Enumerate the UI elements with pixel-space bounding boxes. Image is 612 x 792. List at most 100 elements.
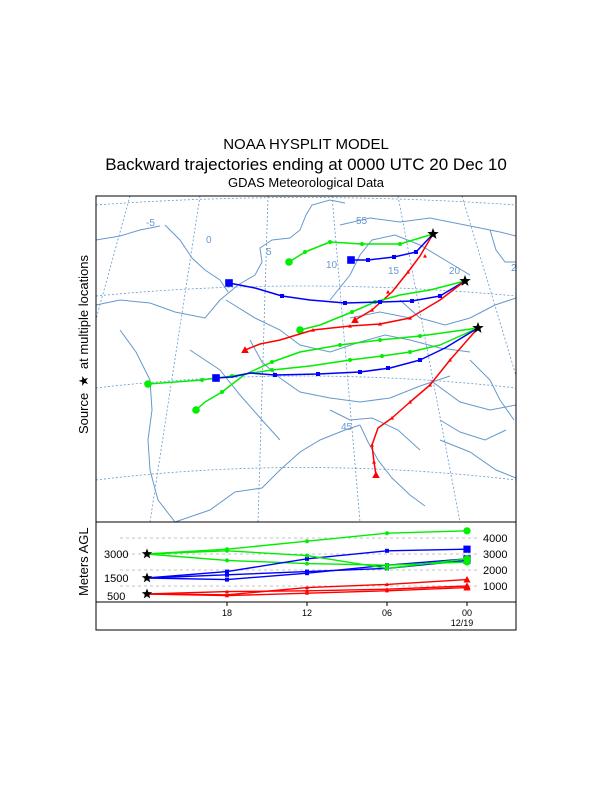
map-trajectory-origin-marker [372,471,380,479]
profile-series-marker [305,561,309,566]
profile-series-marker [305,591,309,595]
time-tick-label: 00 [462,608,472,618]
profile-ylabel: Meters AGL [76,527,91,596]
map-trajectory-marker [414,250,418,254]
map-trajectory [285,233,434,266]
profile-series-marker [385,548,389,553]
profile-series-end-marker [463,584,471,591]
profile-series-marker [305,556,309,561]
profile-series-marker [225,558,229,563]
map-trajectory-marker [343,301,347,305]
map-trajectory-origin-marker [296,326,304,334]
time-tick-label: 12 [302,608,312,618]
time-axis: 18 12 06 00 12/19 [222,602,473,628]
map-trajectory-line [215,327,479,379]
map-trajectory-marker [366,258,370,262]
lat-lon-grid [96,196,516,522]
map-trajectory [296,280,466,334]
profile-series [146,548,471,571]
model-title: NOAA HYSPLIT MODEL [223,136,389,153]
map-trajectory-marker [418,358,422,362]
map-trajectory-marker [408,350,412,354]
profile-series-marker [385,588,389,593]
map-trajectory-marker [386,290,390,294]
map-trajectory-marker [328,240,332,244]
date-label: 12/19 [451,618,474,628]
profile-lines [141,527,471,599]
map-trajectory-marker [338,343,342,347]
map-trajectory-line [299,280,466,331]
map-ylabel: Source ★ at multiple locations [76,254,91,434]
map-trajectory-origin-marker [212,374,220,382]
met-data-label: GDAS Meteorological Data [227,175,385,190]
map-trajectory [351,233,434,324]
trajectory-lines [144,228,484,479]
map-trajectory [241,280,466,354]
map-trajectory-marker [348,358,352,362]
right-level-2000: 2000 [483,565,507,577]
lon-label: 15 [388,266,400,277]
profile-start-star-icon [141,588,153,599]
lon-label: 10 [326,260,338,271]
profile-series-marker [225,548,229,553]
svg-text:Source★at multiple locations: Source ★ at multiple locations [76,254,91,434]
map-trajectory-origin-marker [347,256,355,264]
map-trajectory [212,327,479,382]
map-trajectory-marker [370,443,374,447]
map-trajectory-line [354,233,434,321]
grid-labels: -5 0 5 10 15 20 25 55 45 [146,216,516,433]
map-trajectory-line [288,233,434,263]
map-trajectory-marker [220,390,224,394]
lat-label: 45 [341,422,353,433]
map-trajectory-marker [378,322,382,326]
profile-series-marker [385,582,389,586]
ylabel-multiple: at multiple locations [76,254,91,369]
profile-series [146,545,471,579]
map-trajectory-marker [311,328,315,332]
source-star-icon [427,228,439,239]
map-trajectory-marker [408,400,412,404]
right-level-4000: 4000 [483,533,507,545]
right-level-3000: 3000 [483,549,507,561]
profile-series-end-marker [463,527,471,535]
map-trajectory-line [195,327,479,411]
map-trajectory-marker [448,358,452,362]
map-trajectory-marker [406,270,410,274]
profile-series-marker [385,531,389,536]
source-star-icon [459,275,471,286]
map-trajectory [144,327,479,388]
lat-label: 55 [356,216,368,227]
profile-series-marker [385,563,389,568]
map-trajectory-origin-marker [144,380,152,388]
profile-series-end-marker [463,576,471,583]
map-trajectory [192,327,479,414]
profile-series [146,576,471,597]
map-trajectory-marker [390,416,394,420]
map-trajectory-line [244,280,466,351]
profile-series-end-marker [463,545,471,553]
profile-series-marker [305,588,309,593]
lon-label: -5 [146,218,155,229]
map-trajectory-marker [378,338,382,342]
profile-series-marker [385,566,389,571]
left-level-3000: 3000 [104,549,128,561]
map-trajectory-marker [270,360,274,364]
map-trajectory-marker [428,383,432,387]
chart-subtitle: Backward trajectories ending at 0000 UTC… [105,155,507,174]
map-trajectory-marker [410,299,414,303]
map-frame [95,195,517,523]
map-trajectory-marker [303,250,307,254]
map-trajectory-origin-marker [241,346,249,354]
map-trajectory-marker [350,310,354,314]
map-trajectory-marker [438,294,442,298]
profile-series-marker [305,553,309,558]
map-trajectory-origin-marker [351,316,359,324]
time-axis-frame [95,601,517,631]
map-trajectory-origin-marker [225,279,233,287]
profile-series-marker [225,569,229,574]
map-trajectory [225,279,466,305]
map-trajectory-marker [372,460,376,464]
map-trajectory-marker [316,372,320,376]
map-trajectory-marker [386,366,390,370]
